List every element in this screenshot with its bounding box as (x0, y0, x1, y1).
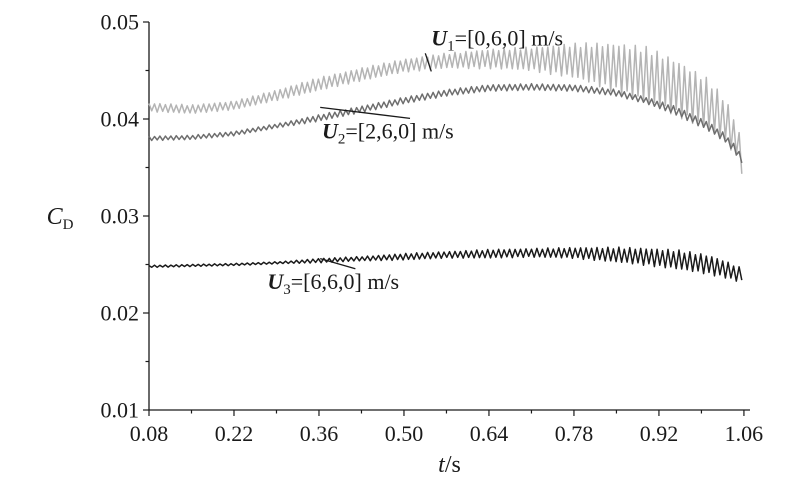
label-vec: =[6,6,0] m/s (291, 269, 399, 294)
x-tick-label: 0.50 (385, 421, 424, 446)
x-axis-var: t (438, 452, 446, 478)
x-axis-unit: /s (445, 452, 461, 478)
plot-area (148, 22, 750, 411)
series-label-3: U3=[6,6,0] m/s (267, 269, 399, 298)
label-var: U (267, 269, 284, 294)
axes-frame (148, 22, 750, 411)
series-label-2: U2=[2,6,0] m/s (322, 118, 454, 147)
x-tick-label: 0.22 (215, 421, 254, 446)
x-axis: 0.08 0.22 0.36 0.50 0.64 0.78 0.92 1.06 (130, 410, 763, 446)
label-var: U (431, 25, 448, 50)
y-tick-label: 0.02 (101, 301, 140, 326)
y-tick-label: 0.04 (101, 107, 140, 132)
label-leader-1 (424, 53, 432, 72)
label-leader-2 (320, 106, 411, 120)
series-line-2 (148, 82, 743, 164)
annotations: U1=[0,6,0] m/sU2=[2,6,0] m/sU3=[6,6,0] m… (267, 25, 563, 297)
x-axis-title: t/s (438, 452, 461, 478)
x-tick-label: 0.08 (130, 421, 169, 446)
label-sub: 1 (447, 38, 455, 54)
y-axis-sub: D (63, 217, 74, 233)
y-axis-var: C (47, 204, 64, 230)
x-tick-label: 1.06 (725, 421, 764, 446)
y-axis-title: CD (47, 204, 74, 233)
x-tick-label: 0.78 (555, 421, 594, 446)
x-tick-label: 0.92 (640, 421, 679, 446)
y-tick-label: 0.05 (101, 10, 140, 35)
label-vec: =[0,6,0] m/s (455, 25, 563, 50)
x-tick-label: 0.36 (300, 421, 339, 446)
y-tick-label: 0.03 (101, 204, 140, 229)
label-vec: =[2,6,0] m/s (345, 118, 453, 143)
series-label-1: U1=[0,6,0] m/s (431, 25, 563, 54)
y-tick-label: 0.01 (101, 398, 140, 423)
label-sub: 3 (283, 282, 291, 298)
series-layer (148, 42, 743, 282)
series-line-3 (148, 246, 743, 282)
x-tick-label: 0.64 (470, 421, 509, 446)
series-line-1 (148, 42, 743, 174)
label-leader-3 (320, 258, 356, 270)
y-axis: 0.01 0.02 0.03 0.04 0.05 (101, 10, 149, 423)
label-var: U (322, 118, 339, 143)
label-sub: 2 (338, 131, 346, 147)
